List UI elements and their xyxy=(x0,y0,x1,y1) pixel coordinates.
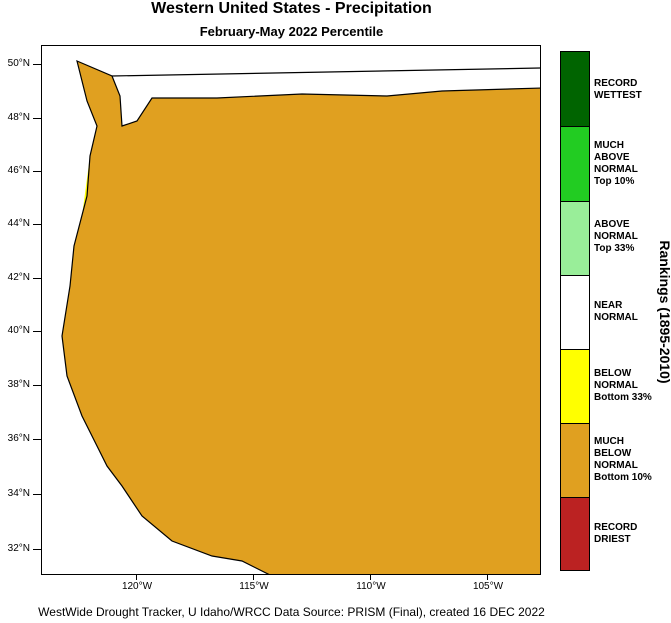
precipitation-map xyxy=(41,45,541,575)
lon-label-115: 115°W xyxy=(239,581,269,592)
legend-label-above: ABOVE NORMAL Top 33% xyxy=(594,219,638,254)
lat-label-36: 36°N xyxy=(7,433,30,444)
map-svg xyxy=(61,60,540,574)
lat-tick xyxy=(33,224,41,225)
lat-tick xyxy=(33,118,41,119)
lat-tick xyxy=(33,278,41,279)
legend-label-much-below: MUCH BELOW NORMAL Bottom 10% xyxy=(594,436,652,483)
lat-label-50: 50°N xyxy=(7,58,30,69)
legend-swatch-much-below xyxy=(561,424,589,498)
legend-swatch-below xyxy=(561,350,589,424)
lat-tick xyxy=(33,385,41,386)
lon-label-110: 110°W xyxy=(356,581,386,592)
lon-tick xyxy=(136,575,137,580)
legend-swatch-much-above xyxy=(561,127,589,202)
lat-tick xyxy=(33,171,41,172)
map-subtitle: February-May 2022 Percentile xyxy=(199,24,384,39)
lon-label-120: 120°W xyxy=(121,581,153,592)
legend-label-much-above: MUCH ABOVE NORMAL Top 10% xyxy=(594,140,638,187)
map-footer: WestWide Drought Tracker, U Idaho/WRCC D… xyxy=(38,605,545,619)
canada-border xyxy=(111,67,540,77)
legend-swatch-near xyxy=(561,276,589,350)
lat-tick xyxy=(33,549,41,550)
lon-tick xyxy=(370,575,371,580)
map-title: Western United States - Precipitation xyxy=(151,0,432,17)
lat-label-46: 46°N xyxy=(7,165,30,176)
lat-label-48: 48°N xyxy=(7,112,30,123)
legend-label-record-driest: RECORD DRIEST xyxy=(594,522,638,545)
lon-label-105: 105°W xyxy=(472,581,504,592)
lat-label-38: 38°N xyxy=(7,379,30,390)
legend-swatch-record-wettest xyxy=(561,52,589,127)
lat-label-40: 40°N xyxy=(7,325,30,336)
lat-label-32: 32°N xyxy=(7,543,30,554)
lon-tick xyxy=(253,575,254,580)
lat-tick xyxy=(33,439,41,440)
legend-colorbar xyxy=(560,51,590,571)
legend-title: Rankings (1895-2010) xyxy=(657,240,671,384)
legend-label-below: BELOW NORMAL Bottom 33% xyxy=(594,368,652,403)
lat-tick xyxy=(33,331,41,332)
lat-tick xyxy=(33,494,41,495)
legend-label-near: NEAR NORMAL xyxy=(594,300,638,323)
lat-label-34: 34°N xyxy=(7,488,30,499)
legend-label-record-wettest: RECORD WETTEST xyxy=(594,78,642,101)
legend-swatch-above xyxy=(561,202,589,276)
legend-swatch-record-driest xyxy=(561,498,589,570)
lon-tick xyxy=(487,575,488,580)
lat-tick xyxy=(33,64,41,65)
lat-label-44: 44°N xyxy=(7,218,30,229)
lat-label-42: 42°N xyxy=(7,272,30,283)
